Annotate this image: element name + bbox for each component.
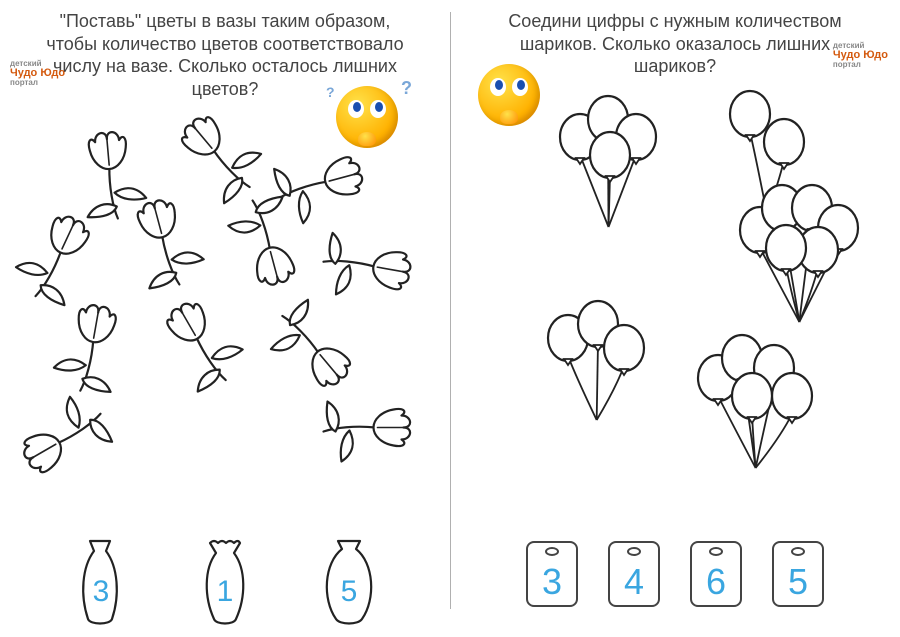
balloon-group bbox=[560, 105, 664, 250]
vase: 5 bbox=[308, 533, 390, 609]
tulip-flower bbox=[44, 294, 139, 401]
left-panel: "Поставь" цветы в вазы таким образом, чт… bbox=[0, 0, 450, 637]
logo-left: детский Чудо Юдо портал bbox=[10, 60, 65, 87]
thinking-emoji-icon bbox=[478, 64, 548, 134]
vase-number: 3 bbox=[60, 575, 142, 609]
number-card: 4 bbox=[608, 541, 660, 607]
tulip-flower bbox=[314, 218, 421, 313]
vase: 3 bbox=[60, 533, 142, 609]
right-panel: Соедини цифры с нужным количеством шарик… bbox=[450, 0, 900, 637]
balloon-group bbox=[740, 194, 866, 345]
number-card: 5 bbox=[772, 541, 824, 607]
number-card: 6 bbox=[690, 541, 742, 607]
vase: 1 bbox=[184, 533, 266, 609]
vase-row: 3 1 5 bbox=[0, 533, 450, 609]
logo-right: детский Чудо Юдо портал bbox=[833, 42, 888, 69]
vase-number: 5 bbox=[308, 575, 390, 609]
tulip-flower bbox=[113, 186, 215, 298]
worksheet-page: "Поставь" цветы в вазы таким образом, чт… bbox=[0, 0, 900, 637]
number-card-row: 3465 bbox=[450, 541, 900, 607]
number-card: 3 bbox=[526, 541, 578, 607]
vase-number: 1 bbox=[184, 575, 266, 609]
tulip-flower bbox=[321, 388, 416, 468]
balloon-group bbox=[696, 344, 820, 491]
balloon-group bbox=[546, 308, 652, 443]
tulip-flower bbox=[3, 381, 125, 498]
tulip-flower bbox=[142, 282, 259, 404]
